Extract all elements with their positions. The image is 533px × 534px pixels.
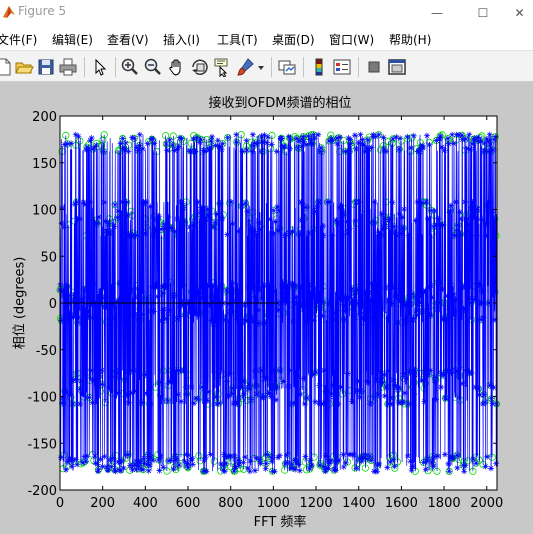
window-title: Figure 5 <box>18 4 67 18</box>
toolbar-separator <box>271 57 272 77</box>
x-tick-label: 2000 <box>470 496 503 511</box>
x-tick-label: 1000 <box>257 496 290 511</box>
x-tick-label: 600 <box>176 496 201 511</box>
data-series <box>56 131 501 475</box>
x-tick-label: 1800 <box>428 496 461 511</box>
title-bar: Figure 5 — ☐ ✕ <box>0 0 533 26</box>
y-tick-label: 0 <box>49 297 57 312</box>
menu-desktop[interactable]: 桌面(D) <box>272 33 315 47</box>
y-tick-label: 200 <box>32 110 57 125</box>
zoom-in-icon[interactable] <box>120 57 140 77</box>
menu-bar: 文件(F) 编辑(E) 查看(V) 插入(I) 工具(T) 桌面(D) 窗口(W… <box>0 26 533 50</box>
link-plot-icon[interactable] <box>277 57 297 77</box>
close-button[interactable]: ✕ <box>506 0 533 26</box>
x-axis-label: FFT 频率 <box>253 515 307 530</box>
menu-window[interactable]: 窗口(W) <box>329 33 375 47</box>
menu-view[interactable]: 查看(V) <box>107 33 149 47</box>
pan-hand-icon[interactable] <box>167 57 187 77</box>
close-icon: ✕ <box>514 6 525 20</box>
menu-edit[interactable]: 编辑(E) <box>52 33 93 47</box>
legend-icon[interactable] <box>332 57 352 77</box>
hide-plot-tools-icon[interactable] <box>364 57 384 77</box>
x-tick-label: 1600 <box>385 496 418 511</box>
plot-title: 接收到OFDM频谱的相位 <box>208 96 352 111</box>
zoom-out-icon[interactable] <box>143 57 163 77</box>
y-tick-label: 100 <box>32 204 57 219</box>
menu-help[interactable]: 帮助(H) <box>389 33 432 47</box>
y-tick-label: -200 <box>27 484 57 499</box>
y-tick-label: -50 <box>36 344 57 359</box>
x-tick-label: 0 <box>56 496 64 511</box>
edit-plot-arrow-icon[interactable] <box>90 57 110 77</box>
minimize-button[interactable]: — <box>414 0 460 26</box>
save-icon[interactable] <box>36 57 56 77</box>
maximize-icon: ☐ <box>477 6 489 20</box>
toolbar-separator <box>115 57 116 77</box>
minimize-icon: — <box>431 6 443 20</box>
toolbar-separator <box>84 57 85 77</box>
y-tick-label: -150 <box>27 437 57 452</box>
brush-icon[interactable] <box>236 57 256 77</box>
show-plot-tools-icon[interactable] <box>387 57 407 77</box>
x-tick-label: 1400 <box>342 496 375 511</box>
x-tick-label: 1200 <box>300 496 333 511</box>
y-tick-label: 50 <box>40 250 57 265</box>
y-axis-label: 相位 (degrees) <box>12 256 28 350</box>
matlab-logo-icon <box>3 6 15 18</box>
print-icon[interactable] <box>58 57 78 77</box>
x-tick-label: 400 <box>133 496 158 511</box>
menu-tools[interactable]: 工具(T) <box>217 33 258 47</box>
rotate-3d-icon[interactable] <box>190 57 210 77</box>
x-tick-label: 200 <box>90 496 115 511</box>
menu-file[interactable]: 文件(F) <box>0 33 38 47</box>
open-file-icon[interactable] <box>14 57 34 77</box>
figure-toolbar <box>0 50 533 82</box>
y-tick-label: 150 <box>32 157 57 172</box>
new-figure-icon[interactable] <box>0 57 14 77</box>
x-tick-label: 800 <box>218 496 243 511</box>
toolbar-separator <box>303 57 304 77</box>
axis-ticks: 0 200 400 600 800 1000 1200 1400 1600 1800 2000200… <box>27 110 503 511</box>
data-cursor-icon[interactable] <box>212 57 232 77</box>
maximize-button[interactable]: ☐ <box>460 0 506 26</box>
colorbar-icon[interactable] <box>309 57 329 77</box>
brush-dropdown-icon[interactable] <box>256 57 266 77</box>
menu-insert[interactable]: 插入(I) <box>163 33 200 47</box>
y-tick-label: -100 <box>27 391 57 406</box>
toolbar-separator <box>358 57 359 77</box>
